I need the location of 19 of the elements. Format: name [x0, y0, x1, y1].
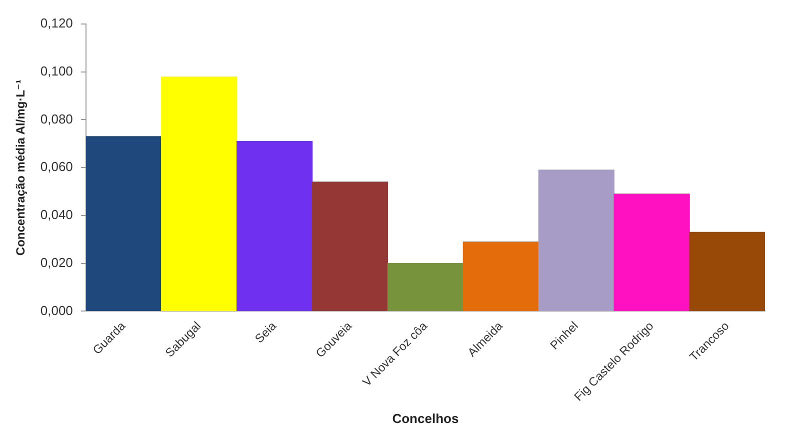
y-tick-label: 0,060 — [40, 159, 73, 174]
x-tick-label: Seia — [252, 318, 280, 346]
y-tick-label: 0,040 — [40, 207, 73, 222]
bar — [614, 194, 690, 312]
bar — [312, 182, 388, 312]
bar — [387, 263, 464, 312]
y-tick-label: 0,100 — [40, 63, 73, 78]
y-tick-label: 0,000 — [40, 302, 73, 318]
bar — [689, 232, 765, 312]
bar — [86, 136, 162, 312]
y-tick-label: 0,120 — [40, 16, 73, 31]
bar — [161, 76, 238, 312]
y-tick-label: 0,020 — [40, 254, 73, 270]
y-axis-title: Concentração média Al/mg·L⁻¹ — [14, 80, 28, 256]
bar — [462, 241, 539, 312]
y-tick-label: 0,080 — [40, 111, 73, 126]
bar — [538, 170, 614, 312]
bar — [236, 140, 313, 312]
x-axis-title: Concelhos — [392, 410, 459, 426]
